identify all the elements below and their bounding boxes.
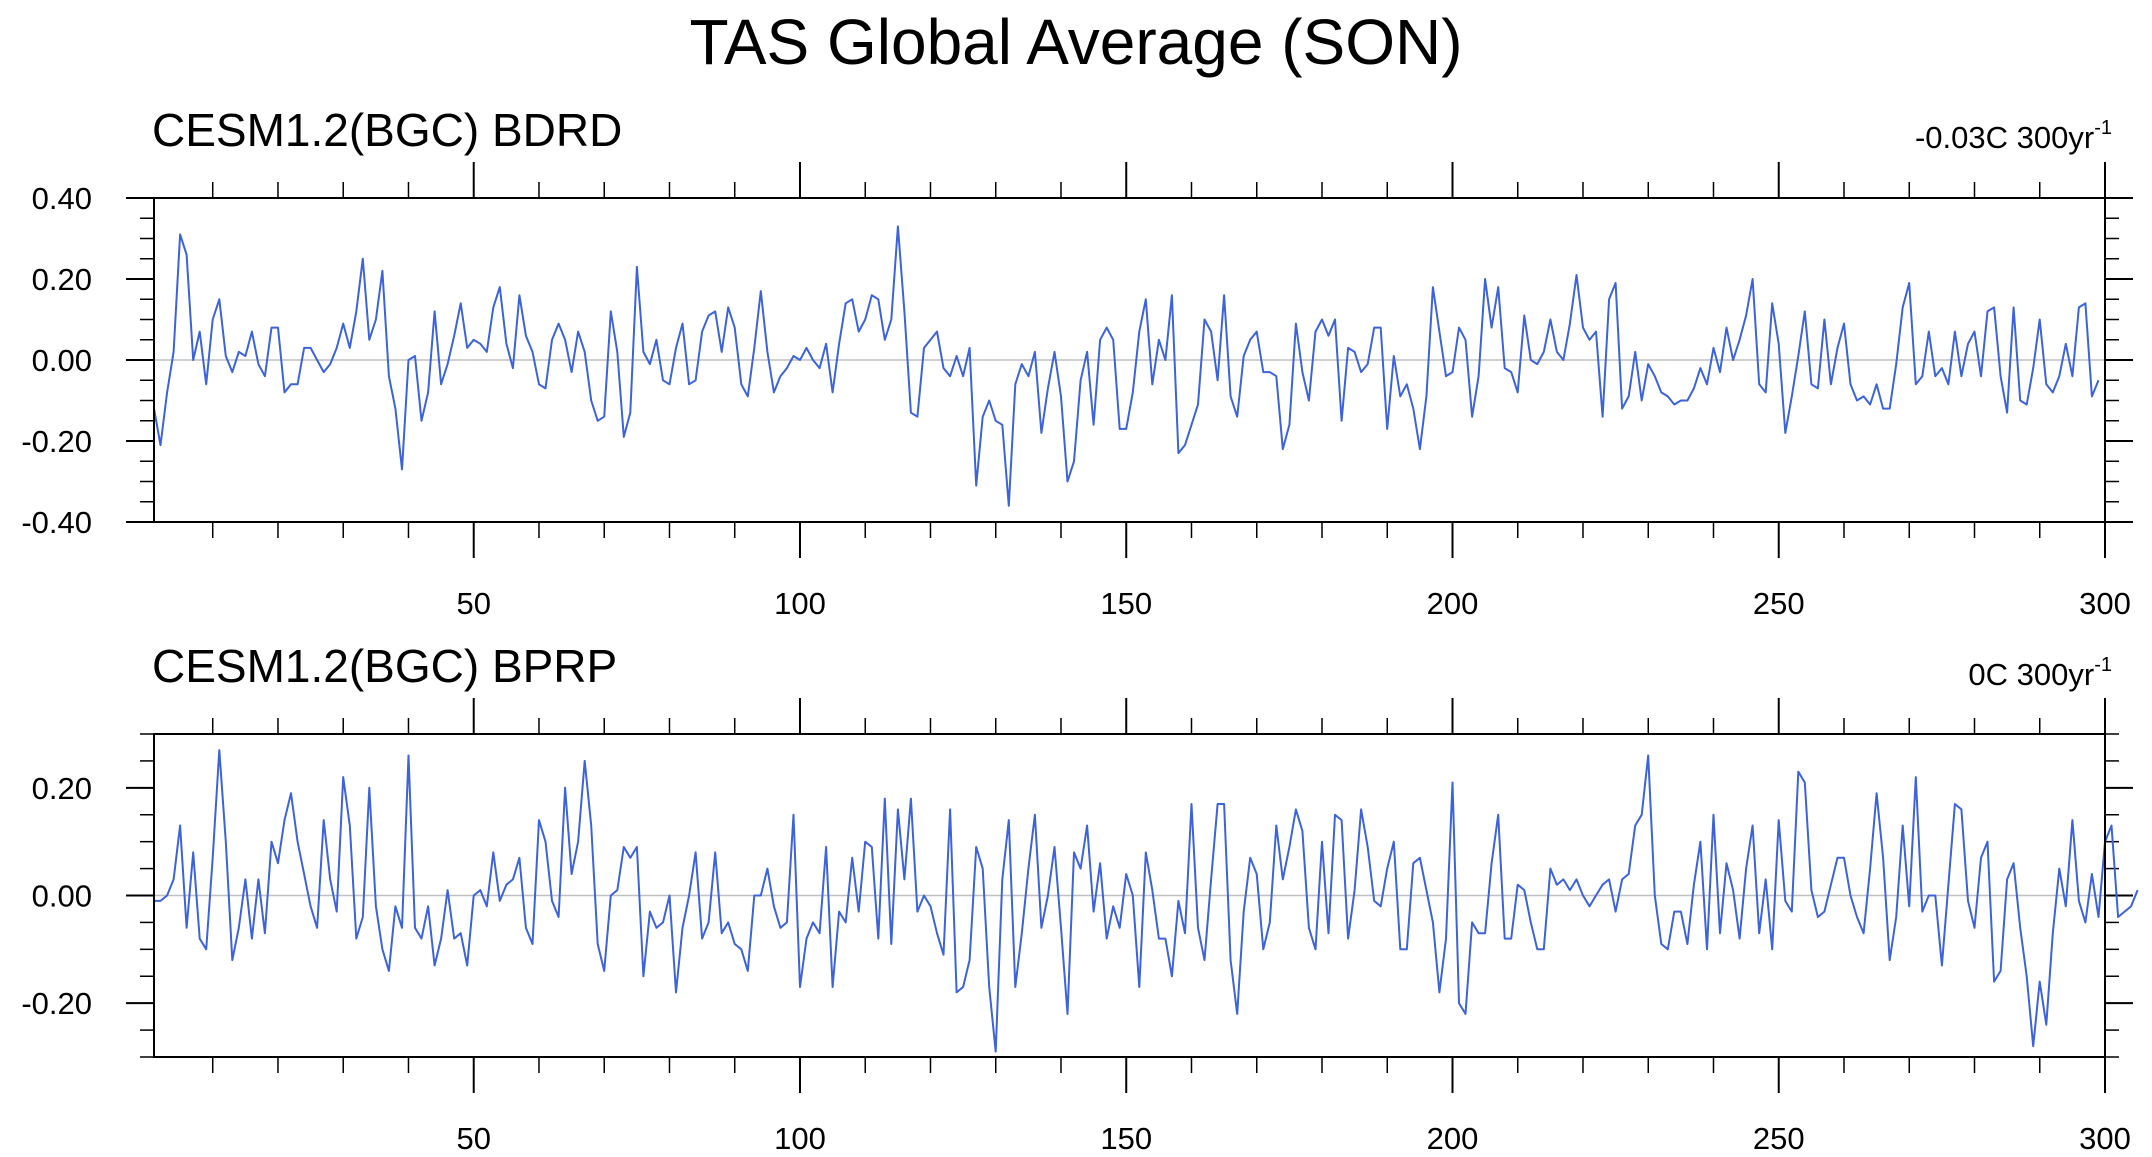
panel-1-x-tick-label: 150: [1100, 586, 1152, 621]
panel-2-series-line: [154, 749, 2139, 1053]
chart-title: TAS Global Average (SON): [689, 6, 1463, 78]
panel-2-x-tick-label: 50: [456, 1121, 490, 1156]
panel-1-x-tick-label: 200: [1427, 586, 1479, 621]
panel-1-x-tick-label: 50: [456, 586, 490, 621]
panel-2-trend-label: 0C 300yr-1: [1968, 655, 2112, 695]
panel-2-trend-value: 0C 300yr: [1968, 657, 2095, 692]
panel-1-y-tick-label: -0.40: [21, 505, 92, 540]
panel-2-y-tick-label: -0.20: [21, 986, 92, 1021]
panel-2-y-tick-label: 0.00: [32, 879, 92, 914]
panel-2-title: CESM1.2(BGC) BPRP: [152, 640, 618, 692]
panel-1-y-tick-label: 0.00: [32, 343, 92, 378]
panel-1-y-tick-label: 0.40: [32, 181, 92, 216]
panel-1-y-tick-label: -0.20: [21, 424, 92, 459]
panel-1-plot-frame: [153, 197, 2106, 523]
panel-1-title: CESM1.2(BGC) BDRD: [152, 104, 623, 156]
panel-1-y-tick-label: 0.20: [32, 262, 92, 297]
panel-2-plot-frame: [153, 733, 2106, 1058]
panel-1-x-tick-label: 300: [2079, 586, 2131, 621]
panel-2-x-tick-label: 300: [2079, 1121, 2131, 1156]
panel-2-trend-exponent: -1: [2094, 654, 2112, 676]
panel-1-x-tick-label: 100: [774, 586, 826, 621]
panel-2-x-tick-label: 200: [1427, 1121, 1479, 1156]
panel-1-trend-label: -0.03C 300yr-1: [1915, 118, 2112, 158]
panel-1-trend-exponent: -1: [2094, 117, 2112, 139]
panel-1-x-tick-label: 250: [1753, 586, 1805, 621]
panel-2-x-tick-label: 100: [774, 1121, 826, 1156]
panel-2-x-tick-label: 250: [1753, 1121, 1805, 1156]
panel-2-y-tick-label: 0.20: [32, 771, 92, 806]
panel-1-trend-value: -0.03C 300yr: [1914, 120, 2095, 155]
panel-2-x-tick-label: 150: [1100, 1121, 1152, 1156]
panel-1-series-line: [153, 225, 2100, 507]
